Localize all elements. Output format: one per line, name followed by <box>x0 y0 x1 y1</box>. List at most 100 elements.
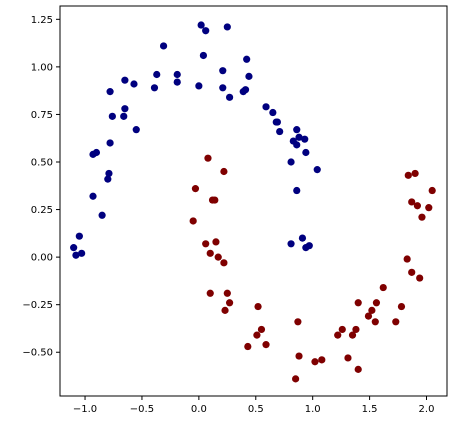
data-point-class-1 <box>392 318 400 326</box>
data-point-class-0 <box>159 42 168 50</box>
data-point-class-1 <box>295 352 303 360</box>
data-point-class-1 <box>425 204 433 212</box>
data-point-class-0 <box>132 126 140 134</box>
y-tick-label: 0.50 <box>31 158 53 169</box>
x-tick-label: −0.5 <box>130 404 154 415</box>
data-point-class-0 <box>305 242 313 250</box>
data-point-class-1 <box>411 169 419 178</box>
data-point-class-1 <box>318 356 326 364</box>
data-point-class-0 <box>225 93 234 101</box>
data-point-class-0 <box>104 175 112 183</box>
y-tick-label: 0.25 <box>31 205 53 216</box>
data-point-class-0 <box>121 76 129 84</box>
data-point-class-0 <box>223 23 231 31</box>
data-point-class-1 <box>220 259 228 267</box>
data-point-class-1 <box>189 217 197 225</box>
y-tick-label: −0.50 <box>22 348 53 359</box>
data-point-class-1 <box>354 365 362 373</box>
data-point-class-0 <box>108 112 116 120</box>
x-axis-ticks: −1.0 −0.5 0.0 0.5 1.0 1.5 2.0 <box>73 396 435 415</box>
data-point-class-0 <box>197 21 205 29</box>
data-point-class-1 <box>364 312 373 320</box>
data-point-class-1 <box>334 331 342 339</box>
data-point-class-1 <box>292 375 300 383</box>
data-point-class-0 <box>173 70 181 79</box>
data-point-class-0 <box>202 27 210 35</box>
data-point-class-0 <box>89 192 97 200</box>
data-point-class-0 <box>293 126 301 134</box>
data-point-class-0 <box>269 108 277 117</box>
y-tick-label: 1.00 <box>31 62 53 73</box>
data-point-class-1 <box>220 167 228 176</box>
data-point-class-1 <box>212 238 220 246</box>
data-point-class-0 <box>120 112 128 120</box>
data-point-class-0 <box>150 84 159 92</box>
data-point-class-1 <box>338 325 346 334</box>
data-point-class-1 <box>206 289 214 297</box>
data-point-class-0 <box>153 70 161 79</box>
data-point-class-0 <box>75 232 83 240</box>
y-axis-ticks: −0.50 −0.25 0.00 0.25 0.50 0.75 1.00 1.25 <box>22 15 60 359</box>
data-point-class-0 <box>287 240 295 248</box>
y-tick-label: 0.00 <box>31 253 53 264</box>
data-point-class-0 <box>293 186 301 195</box>
data-point-class-0 <box>295 133 303 141</box>
data-point-class-0 <box>293 141 301 149</box>
data-point-class-1 <box>221 306 229 314</box>
data-point-class-0 <box>199 51 208 60</box>
x-tick-label: −1.0 <box>73 404 97 415</box>
plot-area-frame <box>59 5 448 397</box>
data-point-class-1 <box>428 186 436 195</box>
data-point-class-1 <box>191 185 200 193</box>
data-point-class-1 <box>214 253 222 261</box>
data-point-class-1 <box>408 198 416 206</box>
data-point-class-0 <box>130 80 138 88</box>
data-point-class-1 <box>408 268 416 276</box>
data-point-class-0 <box>241 86 250 94</box>
data-point-class-1 <box>413 202 422 210</box>
data-point-class-0 <box>219 67 227 75</box>
data-point-class-1 <box>225 299 234 307</box>
x-tick-label: 0.0 <box>191 404 207 415</box>
data-point-class-1 <box>223 289 231 297</box>
x-tick-label: 1.5 <box>362 404 378 415</box>
data-point-class-0 <box>298 234 307 242</box>
data-point-class-0 <box>173 78 181 86</box>
x-tick-label: 1.0 <box>305 404 321 415</box>
data-point-class-0 <box>219 84 227 92</box>
data-point-class-1 <box>397 302 406 311</box>
data-point-class-1 <box>371 318 379 326</box>
data-point-class-0 <box>276 127 284 136</box>
data-point-class-1 <box>348 331 357 339</box>
data-point-class-1 <box>253 331 261 339</box>
data-point-class-1 <box>344 354 352 362</box>
data-point-class-1 <box>372 299 381 307</box>
y-tick-label: 1.25 <box>31 15 53 26</box>
data-point-class-0 <box>70 244 78 252</box>
data-point-class-0 <box>245 72 253 80</box>
data-point-class-1 <box>204 154 212 162</box>
data-point-class-0 <box>106 88 114 96</box>
data-point-class-0 <box>262 103 270 111</box>
data-point-class-1 <box>416 274 424 282</box>
data-point-class-1 <box>403 255 411 263</box>
data-point-class-1 <box>418 213 426 221</box>
data-point-class-1 <box>354 299 362 307</box>
data-points <box>70 21 436 383</box>
data-point-class-0 <box>106 139 114 147</box>
data-point-class-1 <box>379 283 387 292</box>
x-tick-label: 2.0 <box>419 404 435 415</box>
data-point-class-1 <box>352 325 360 334</box>
data-point-class-0 <box>287 158 295 166</box>
data-point-class-0 <box>243 55 251 63</box>
y-tick-label: 0.75 <box>31 110 53 121</box>
data-point-class-1 <box>311 358 319 366</box>
data-point-class-0 <box>195 82 203 90</box>
x-tick-label: 0.5 <box>248 404 264 415</box>
data-point-class-1 <box>211 196 219 204</box>
data-point-class-1 <box>262 341 270 349</box>
data-point-class-0 <box>78 249 86 257</box>
data-point-class-0 <box>302 148 310 157</box>
data-point-class-1 <box>294 318 302 326</box>
data-point-class-1 <box>202 240 210 248</box>
